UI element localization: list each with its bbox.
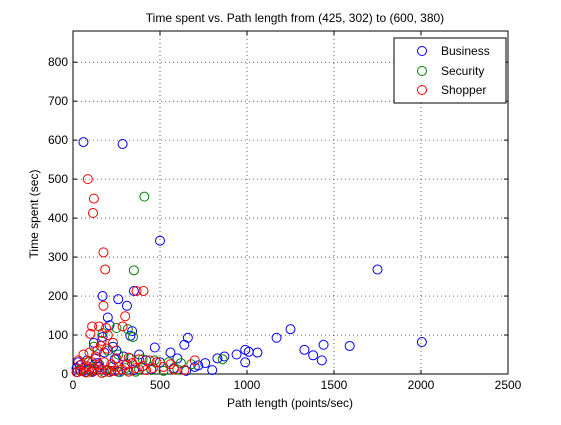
legend-label-security: Security	[441, 64, 484, 78]
legend-label-business: Business	[441, 44, 490, 58]
legend: Business Security Shopper	[394, 38, 506, 103]
y-tick-label: 0	[61, 367, 68, 381]
x-tick-label: 1000	[234, 378, 261, 392]
x-tick-label: 1500	[321, 378, 348, 392]
y-tick-label: 500	[48, 172, 68, 186]
y-tick-label: 100	[48, 328, 68, 342]
x-tick-label: 0	[70, 378, 77, 392]
x-tick-label: 500	[150, 378, 170, 392]
x-tick-label: 2500	[495, 378, 522, 392]
y-tick-label: 600	[48, 133, 68, 147]
x-axis-label: Path length (points/sec)	[227, 396, 353, 410]
legend-label-shopper: Shopper	[441, 83, 486, 97]
y-axis-tick-labels: 0 100 200 300 400 500 600 700 800	[48, 55, 68, 381]
y-tick-label: 700	[48, 94, 68, 108]
y-tick-label: 200	[48, 289, 68, 303]
chart-title: Time spent vs. Path length from (425, 30…	[146, 11, 444, 25]
y-tick-label: 400	[48, 211, 68, 225]
y-axis-label: Time spent (sec)	[27, 170, 41, 259]
y-tick-label: 300	[48, 250, 68, 264]
y-tick-label: 800	[48, 55, 68, 69]
x-tick-label: 2000	[408, 378, 435, 392]
